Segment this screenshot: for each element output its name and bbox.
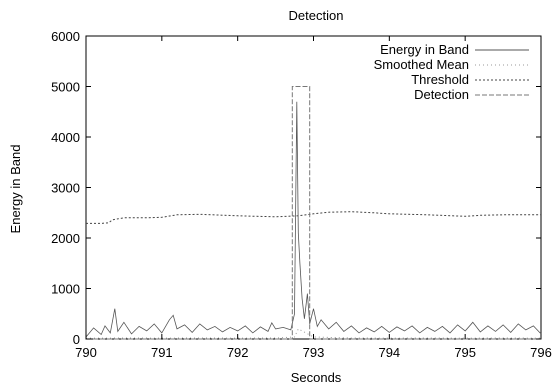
legend-label: Energy in Band (380, 42, 469, 57)
x-tick-label: 796 (530, 345, 552, 360)
x-tick-label: 790 (75, 345, 97, 360)
y-tick-label: 3000 (51, 181, 80, 196)
series-line-energy-in-band (85, 101, 542, 338)
y-tick-label: 5000 (51, 80, 80, 95)
chart-title: Detection (289, 8, 344, 23)
y-tick-label: 6000 (51, 29, 80, 44)
x-tick-label: 793 (303, 345, 325, 360)
x-tick-label: 792 (227, 345, 249, 360)
series-layer (85, 86, 542, 340)
x-tick-label: 795 (454, 345, 476, 360)
y-tick-label: 1000 (51, 282, 80, 297)
y-tick-label: 4000 (51, 130, 80, 145)
legend-label: Threshold (411, 72, 469, 87)
x-tick-label: 794 (378, 345, 400, 360)
y-tick-label: 0 (73, 332, 80, 347)
series-line-threshold (86, 211, 541, 224)
plot-frame (85, 35, 542, 340)
tick-layer: 790 791 792 793 794 795 796 0 1000 2000 3000 4000 50… (51, 29, 552, 360)
y-axis-label: Energy in Band (8, 145, 23, 234)
legend-label: Smoothed Mean (374, 57, 469, 72)
series-line-detection (86, 86, 541, 340)
y-tick-label: 2000 (51, 231, 80, 246)
x-axis-label: Seconds (291, 370, 342, 385)
plot-area: 790 791 792 793 794 795 796 0 1000 2000 3000 4000 50… (51, 29, 552, 360)
x-tick-label: 791 (151, 345, 173, 360)
legend-label: Detection (414, 87, 469, 102)
